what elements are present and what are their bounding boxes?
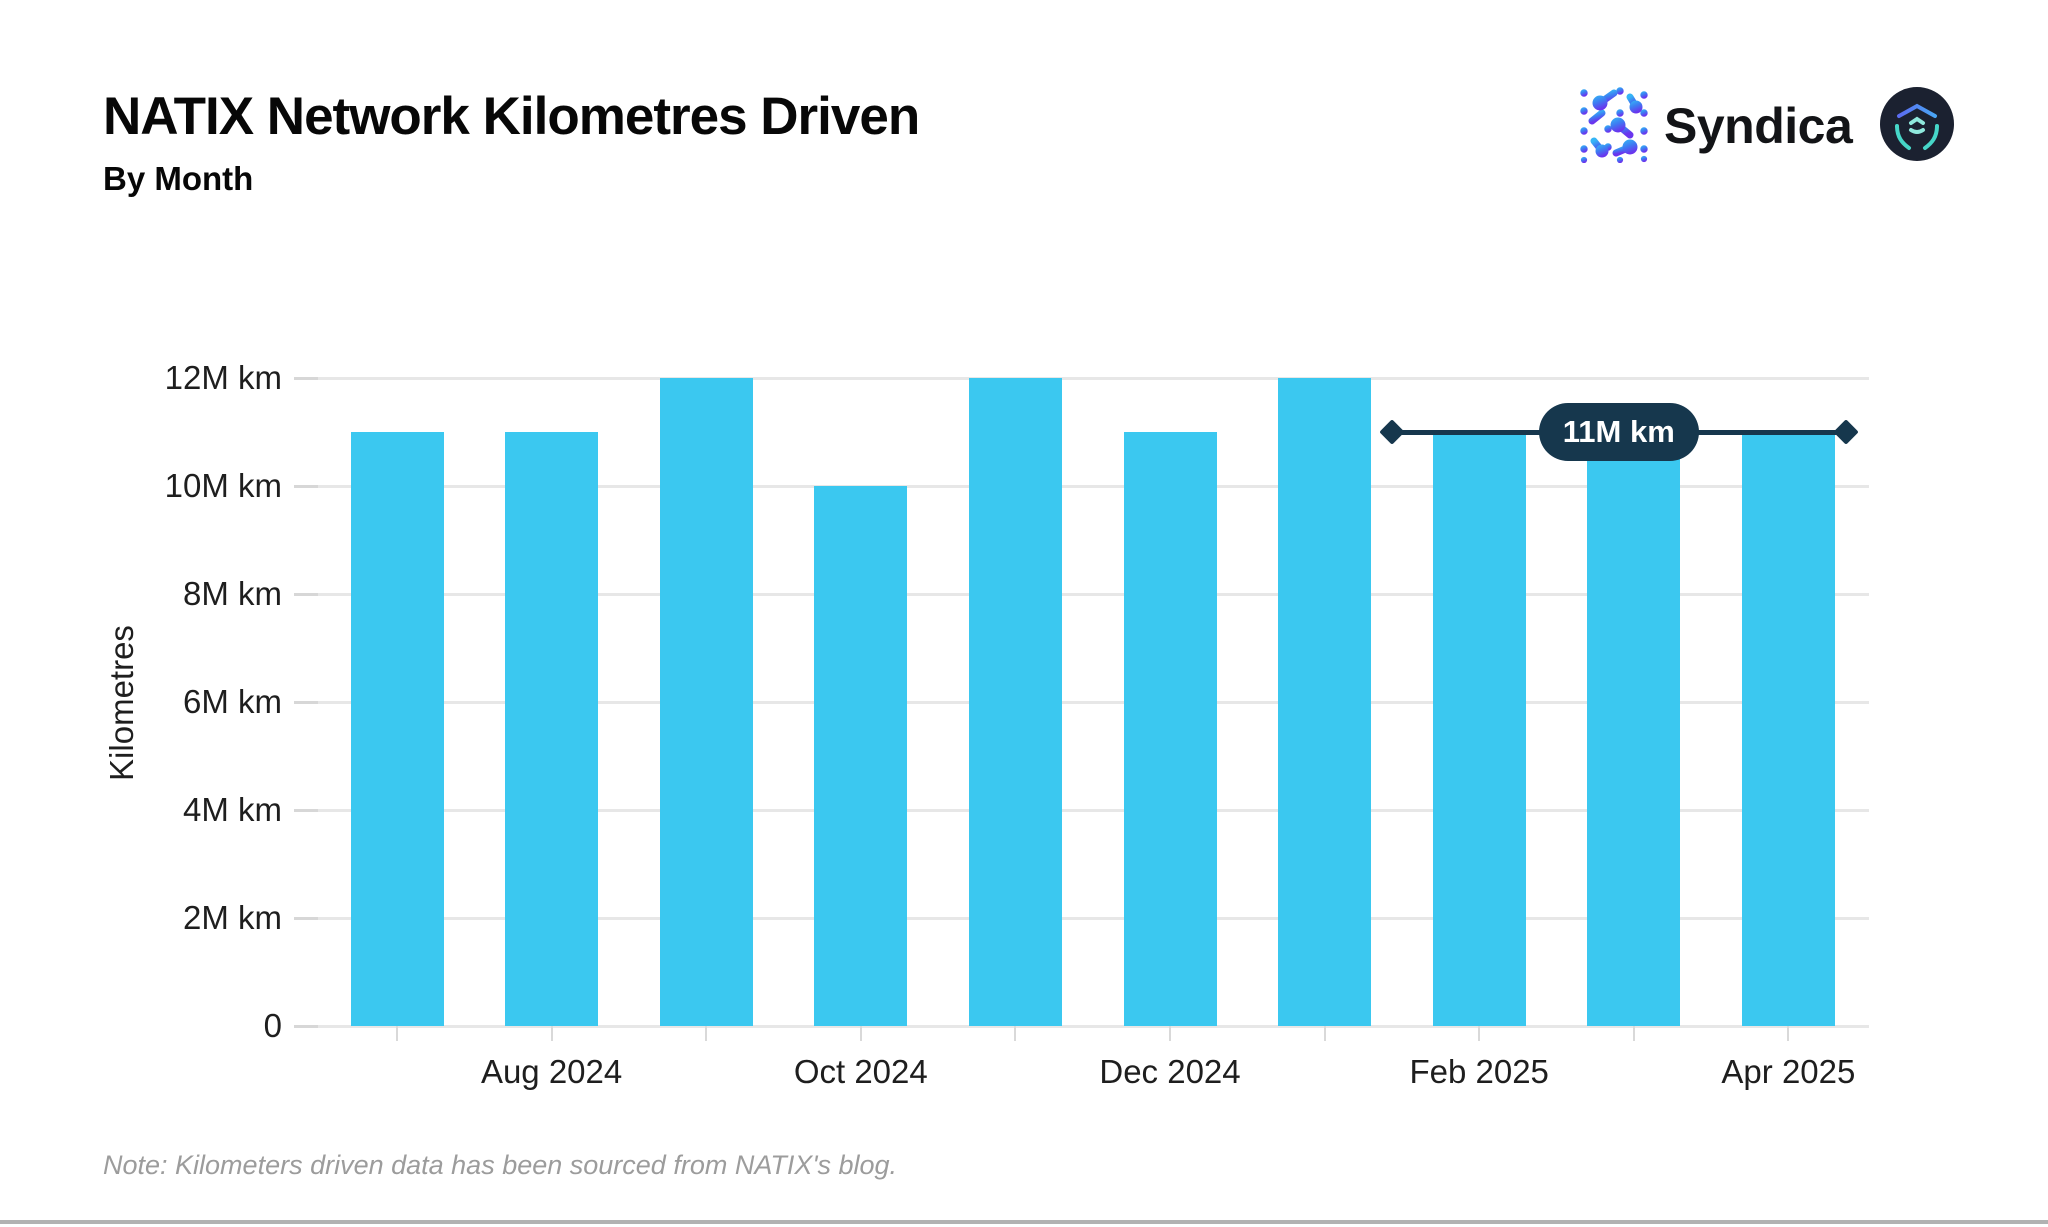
gridline-2m xyxy=(318,917,1869,920)
branding: Syndica xyxy=(1578,84,1956,168)
bar-oct-2024 xyxy=(814,486,908,1026)
x-axis-tick-label: Feb 2025 xyxy=(1409,1053,1549,1090)
source-note: Note: Kilometers driven data has been so… xyxy=(103,1150,898,1180)
bar-jan-2025 xyxy=(1278,378,1372,1026)
x-axis-tick xyxy=(859,1026,862,1041)
gridline-8m xyxy=(318,593,1869,596)
bottom-divider xyxy=(0,1220,2048,1224)
bar-jul-2024 xyxy=(350,432,444,1026)
bar-mar-2025 xyxy=(1587,432,1681,1026)
y-axis-tick-label: 4M km xyxy=(183,791,282,828)
bar-feb-2025 xyxy=(1432,432,1526,1026)
y-axis-tick xyxy=(294,917,320,920)
y-axis-tick xyxy=(294,377,320,380)
syndica-dotted-s-icon xyxy=(1578,85,1650,168)
x-axis-tick-label: Apr 2025 xyxy=(1721,1053,1856,1090)
y-axis-tick-label: 8M km xyxy=(183,575,282,612)
bar-sep-2024 xyxy=(659,378,753,1026)
gridline-0m xyxy=(318,1025,1869,1028)
x-axis-tick xyxy=(396,1026,398,1041)
annotation-diamond-left xyxy=(1379,419,1405,445)
x-axis-tick xyxy=(1787,1026,1790,1041)
x-axis-tick-label: Aug 2024 xyxy=(480,1053,623,1090)
y-axis-tick-label: 2M km xyxy=(183,899,282,936)
annotation-diamond-right xyxy=(1832,419,1859,445)
gridline-4m xyxy=(318,809,1869,812)
gridline-10m xyxy=(318,485,1869,488)
x-axis-tick-label: Dec 2024 xyxy=(1099,1053,1241,1090)
page-title: NATIX Network Kilometres Driven xyxy=(103,87,920,146)
y-axis-tick-label: 12M km xyxy=(164,359,282,396)
x-axis-tick xyxy=(1478,1026,1481,1041)
x-axis-tick xyxy=(1323,1026,1326,1041)
y-axis-tick xyxy=(294,485,320,488)
y-axis-tick xyxy=(294,701,320,704)
bar-aug-2024 xyxy=(505,432,599,1026)
x-axis-tick xyxy=(1632,1026,1635,1041)
gridline-6m xyxy=(318,701,1869,704)
y-axis-tick xyxy=(294,1025,320,1028)
y-axis-tick xyxy=(294,593,320,596)
y-axis-tick-label: 6M km xyxy=(183,683,282,720)
y-axis-tick-label: 10M km xyxy=(164,467,282,504)
x-axis-tick xyxy=(550,1026,553,1041)
gridline-12m xyxy=(318,377,1869,380)
x-axis-tick-label: Oct 2024 xyxy=(793,1053,928,1090)
bar-apr-2025 xyxy=(1741,432,1835,1026)
y-axis-tick-label: 0 xyxy=(263,1007,282,1044)
x-axis-tick xyxy=(1014,1026,1017,1041)
x-axis-tick xyxy=(705,1026,708,1041)
natix-shield-badge-icon xyxy=(1878,85,1956,168)
syndica-wordmark: Syndica xyxy=(1664,98,1853,154)
page-subtitle: By Month xyxy=(103,160,254,197)
bar-nov-2024 xyxy=(968,378,1062,1026)
y-axis-tick xyxy=(294,809,320,812)
annotation-label: 11M km xyxy=(1538,403,1699,461)
x-axis-tick xyxy=(1169,1026,1171,1041)
bar-dec-2024 xyxy=(1123,432,1217,1026)
